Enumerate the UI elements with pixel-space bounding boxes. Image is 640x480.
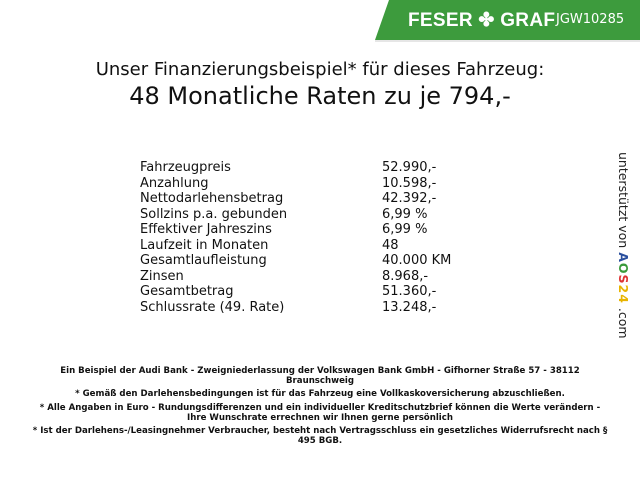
monthly-rate-heading: 48 Monatliche Raten zu je 794,-	[129, 82, 511, 110]
row-value: 8.968,-	[382, 268, 429, 284]
row-value: 6,99 %	[382, 206, 428, 222]
domain-suffix: .com	[616, 303, 631, 339]
legal-footer: Ein Beispiel der Audi Bank - Zweignieder…	[30, 366, 610, 449]
supported-by-label: unterstützt von AOS24 .com	[616, 152, 631, 339]
row-label: Zinsen	[140, 268, 184, 284]
table-row: Anzahlung 10.598,-	[140, 176, 460, 192]
row-label: Gesamtlaufleistung	[140, 253, 267, 268]
table-row: Sollzins p.a. gebunden 6,99 %	[140, 207, 460, 223]
banner-divider	[375, 40, 640, 42]
brand-banner	[375, 0, 640, 40]
aos24-logo: AOS24	[616, 252, 631, 304]
row-value: 48	[382, 237, 399, 253]
row-label: Sollzins p.a. gebunden	[140, 206, 288, 222]
footer-line: Ein Beispiel der Audi Bank - Zweignieder…	[60, 366, 580, 387]
row-value: 42.392,-	[382, 191, 437, 206]
vehicle-code: JGW10285	[556, 12, 625, 27]
row-value: 40.000 KM	[382, 253, 452, 268]
table-row: Schlussrate (49. Rate) 13.248,-	[140, 300, 460, 316]
table-row: Zinsen 8.968,-	[140, 269, 460, 285]
table-row: Effektiver Jahreszins 6,99 %	[140, 222, 460, 238]
supported-by-text: unterstützt von	[616, 152, 631, 253]
row-label: Schlussrate (49. Rate)	[140, 299, 285, 315]
row-value: 6,99 %	[382, 222, 428, 237]
row-label: Laufzeit in Monaten	[140, 237, 269, 253]
table-row: Fahrzeugpreis 52.990,-	[140, 160, 460, 176]
table-row: Laufzeit in Monaten 48	[140, 238, 460, 254]
row-label: Anzahlung	[140, 175, 209, 191]
row-label: Gesamtbetrag	[140, 284, 234, 299]
row-label: Fahrzeugpreis	[140, 160, 231, 175]
footer-line: * Gemäß den Darlehensbedingungen ist für…	[75, 389, 565, 400]
row-value: 52.990,-	[382, 160, 437, 175]
table-row: Nettodarlehensbetrag 42.392,-	[140, 191, 460, 207]
table-row: Gesamtlaufleistung 40.000 KM	[140, 253, 460, 269]
row-label: Nettodarlehensbetrag	[140, 191, 284, 206]
brand-logo: FESER ✤ GRAF	[408, 10, 556, 31]
table-row: Gesamtbetrag 51.360,-	[140, 284, 460, 300]
footer-line: * Alle Angaben in Euro - Rundungsdiffere…	[39, 402, 601, 423]
financing-table: Fahrzeugpreis 52.990,- Anzahlung 10.598,- …	[140, 160, 460, 315]
financing-heading: Unser Finanzierungsbeispiel* für dieses …	[95, 59, 545, 80]
row-value: 51.360,-	[382, 284, 437, 299]
row-label: Effektiver Jahreszins	[140, 222, 272, 237]
row-value: 13.248,-	[382, 299, 437, 315]
footer-line: * Ist der Darlehens-/Leasingnehmer Verbr…	[32, 426, 608, 447]
row-value: 10.598,-	[382, 175, 437, 191]
